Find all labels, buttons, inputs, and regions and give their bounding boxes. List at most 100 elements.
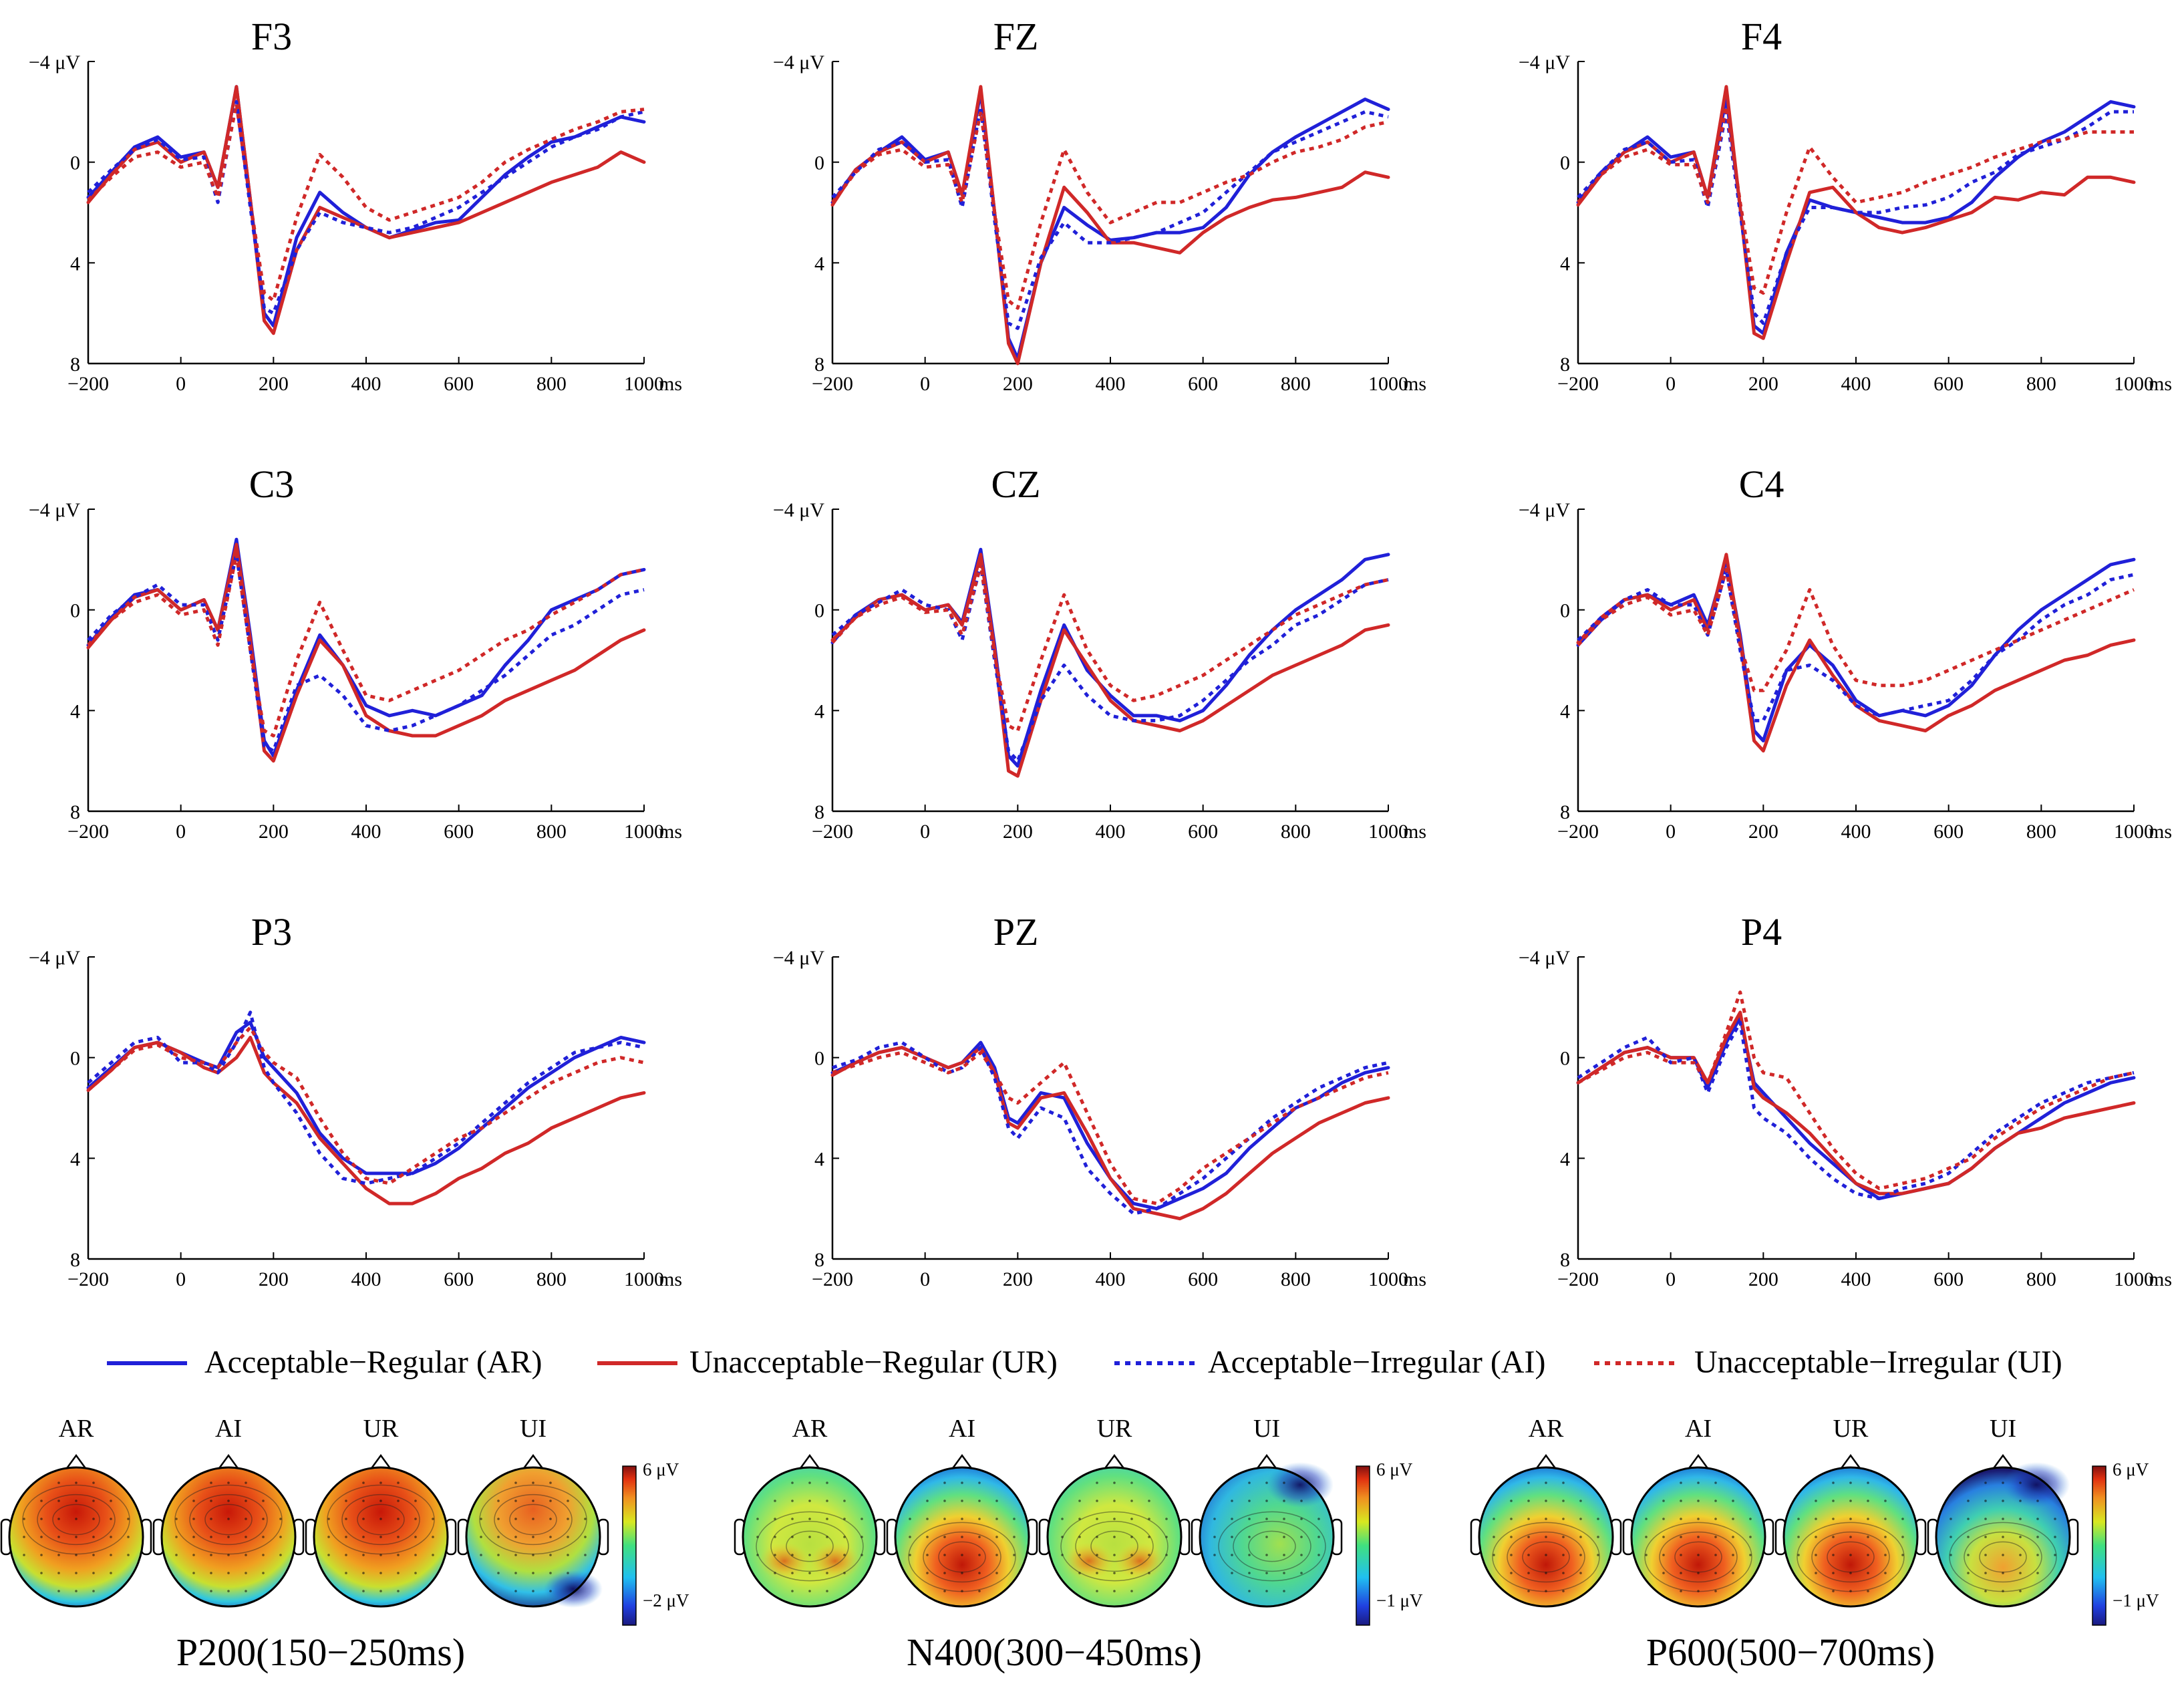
electrode-dot <box>40 1572 43 1574</box>
electrode-dot <box>1714 1572 1717 1574</box>
head-coldspot <box>544 1570 603 1608</box>
electrode-dot <box>791 1481 794 1484</box>
electrode-dot <box>1697 1518 1700 1520</box>
electrode-dot <box>1815 1518 1817 1520</box>
electrode-dot <box>826 1518 828 1520</box>
electrode-dot <box>1300 1500 1303 1502</box>
electrode-dot <box>808 1500 811 1502</box>
electrode-dot <box>1867 1554 1869 1556</box>
electrode-dot <box>40 1500 43 1502</box>
electrode-dot <box>1984 1518 1987 1520</box>
electrode-dot <box>978 1500 981 1502</box>
y-tick-label: −4 μV <box>29 51 81 74</box>
x-tick-label: 200 <box>1748 821 1778 843</box>
electrode-dot <box>1645 1518 1648 1520</box>
head-contour <box>770 1520 849 1572</box>
electrode-dot <box>414 1536 417 1538</box>
electrode-dot <box>1300 1518 1303 1520</box>
y-tick-label: 8 <box>1560 1249 1570 1271</box>
electrode-dot <box>414 1500 417 1502</box>
topomap-head-ur: UR <box>305 1415 457 1608</box>
head-contour <box>494 1494 573 1546</box>
electrode-dot <box>514 1554 517 1556</box>
electrode-dot <box>1248 1518 1251 1520</box>
series-line-ui <box>1577 990 2135 1190</box>
electrode-dot <box>379 1536 382 1538</box>
electrode-dot <box>584 1554 587 1556</box>
electrode-dot <box>1527 1590 1530 1592</box>
y-tick-label: −4 μV <box>1519 947 1571 969</box>
electrode-dot <box>1797 1536 1800 1538</box>
electrode-dot <box>192 1572 195 1574</box>
head-contour <box>786 1530 834 1562</box>
electrode-dot <box>1849 1481 1852 1484</box>
electrode-dot <box>497 1536 500 1538</box>
x-tick-label: −200 <box>67 1268 109 1290</box>
electrode-dot <box>379 1518 382 1520</box>
electrode-dot <box>192 1518 195 1520</box>
electrode-dot <box>1283 1590 1285 1592</box>
x-tick-label: 200 <box>1748 373 1778 395</box>
electrode-dot <box>175 1518 178 1520</box>
electrode-dot <box>1662 1500 1665 1502</box>
electrode-dot <box>245 1518 247 1520</box>
topomap-head-ai: AI <box>1622 1415 1774 1608</box>
electrode-dot <box>362 1554 365 1556</box>
electrode-dot <box>175 1554 178 1556</box>
electrode-dot <box>1317 1518 1320 1520</box>
electrode-dot <box>1113 1536 1116 1538</box>
topomap-group-p600-500-700ms: AR AI UR UI 6 μV −1 μV P600(500−700ms) <box>1470 1415 2159 1674</box>
electrode-dot <box>1061 1518 1064 1520</box>
electrode-dot <box>995 1572 998 1574</box>
head-contour <box>1507 1531 1585 1583</box>
electrode-dot <box>127 1518 130 1520</box>
electrode-dot <box>1680 1481 1682 1484</box>
electrode-dot <box>480 1518 482 1520</box>
electrode-dot <box>843 1500 846 1502</box>
y-tick-label: 0 <box>814 152 824 174</box>
head-electrodes <box>175 1481 282 1592</box>
series-line-ui <box>87 553 645 738</box>
electrode-dot <box>480 1536 482 1538</box>
electrode-dot <box>1697 1572 1700 1574</box>
head-electrodes <box>327 1481 434 1592</box>
legend: Acceptable−Regular (AR) Unacceptable−Reg… <box>107 1344 2062 1380</box>
x-tick-label: 600 <box>444 373 474 395</box>
electrode-dot <box>262 1536 265 1538</box>
electrode-dot <box>279 1554 282 1556</box>
electrode-dot <box>808 1518 811 1520</box>
x-tick-label: 200 <box>1003 821 1033 843</box>
electrode-dot <box>210 1500 212 1502</box>
electrode-dot <box>245 1572 247 1574</box>
electrode-dot <box>362 1590 365 1592</box>
electrode-dot <box>2002 1518 2004 1520</box>
series-line-ai <box>1577 1020 2135 1201</box>
electrode-dot <box>345 1554 347 1556</box>
electrode-dot <box>432 1518 434 1520</box>
panel-title: P3 <box>251 910 292 954</box>
electrode-dot <box>1901 1554 1904 1556</box>
electrode-dot <box>1849 1572 1852 1574</box>
electrode-dot <box>1130 1572 1133 1574</box>
electrode-dot <box>1248 1572 1251 1574</box>
electrode-dot <box>1096 1518 1098 1520</box>
panel-title: P4 <box>1741 910 1782 954</box>
electrode-dot <box>2002 1572 2004 1574</box>
electrode-dot <box>1265 1590 1268 1592</box>
electrode-dot <box>1901 1518 1904 1520</box>
electrode-dot <box>1984 1554 1987 1556</box>
electrode-dot <box>327 1554 330 1556</box>
electrode-dot <box>497 1554 500 1556</box>
electrode-dot <box>567 1572 569 1574</box>
electrode-dot <box>1967 1554 1970 1556</box>
x-tick-label: 600 <box>444 821 474 843</box>
electrode-dot <box>57 1590 60 1592</box>
electrode-dot <box>1832 1481 1835 1484</box>
electrode-dot <box>210 1590 212 1592</box>
electrode-dot <box>2002 1536 2004 1538</box>
y-tick-label: 0 <box>1560 1048 1570 1070</box>
